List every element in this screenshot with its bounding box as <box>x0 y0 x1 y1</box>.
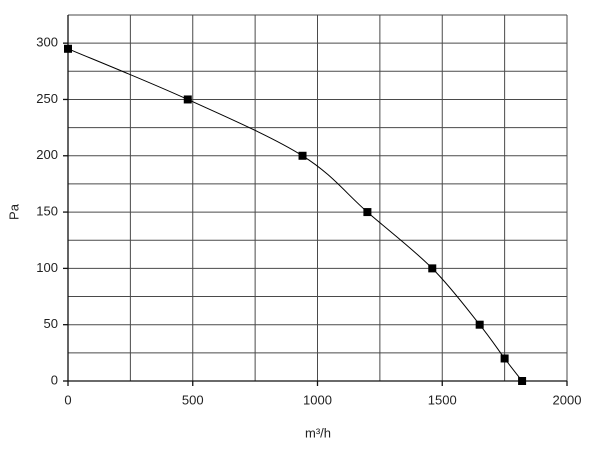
x-tick-label: 2000 <box>553 392 582 407</box>
x-tick-label: 500 <box>182 392 204 407</box>
x-tick-label: 1500 <box>428 392 457 407</box>
marker <box>428 264 437 273</box>
marker <box>500 354 509 363</box>
y-tick-label: 0 <box>51 372 58 387</box>
curve <box>67 48 523 382</box>
y-tick-label: 200 <box>36 147 58 162</box>
x-tick-label: 0 <box>64 392 71 407</box>
y-tick-label: 300 <box>36 35 58 50</box>
marker <box>298 151 307 160</box>
marker <box>475 320 484 329</box>
y-tick-label: 50 <box>44 316 58 331</box>
y-tick-label: 150 <box>36 204 58 219</box>
marker <box>518 377 527 385</box>
marker <box>64 44 72 53</box>
marker <box>183 95 192 104</box>
y-tick-label: 100 <box>36 260 58 275</box>
x-axis-label: m³/h <box>305 425 331 440</box>
y-axis-label: Pa <box>6 203 21 220</box>
y-tick-label: 250 <box>36 91 58 106</box>
x-tick-label: 1000 <box>303 392 332 407</box>
marker <box>363 208 372 217</box>
